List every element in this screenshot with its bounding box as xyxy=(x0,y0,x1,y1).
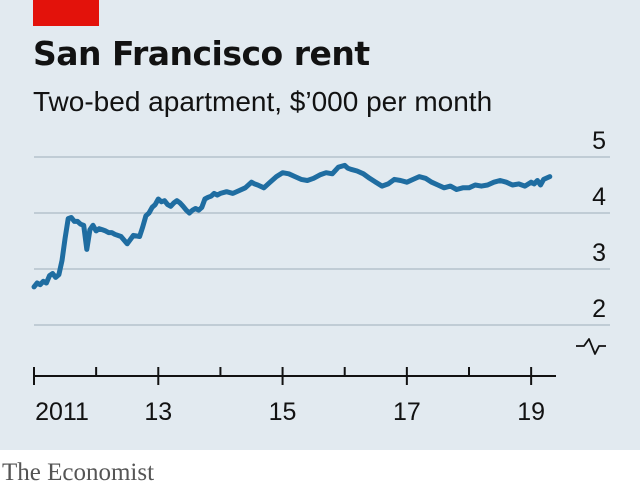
chart-subtitle: Two-bed apartment, $’000 per month xyxy=(33,86,493,117)
y-tick-label: 2 xyxy=(592,295,606,323)
brand-red-tag xyxy=(33,0,99,26)
series-layer xyxy=(31,162,553,290)
series-line-rent xyxy=(31,162,553,290)
gridlines xyxy=(34,156,610,326)
x-tick-label: 19 xyxy=(517,398,545,426)
x-axis: 2011 13 15 17 19 xyxy=(33,367,556,426)
x-tick-label: 13 xyxy=(144,398,172,426)
chart-title: San Francisco rent xyxy=(33,34,370,73)
y-tick-label: 5 xyxy=(592,127,606,155)
x-tick-label: 15 xyxy=(269,398,297,426)
x-tick-label: 17 xyxy=(393,398,421,426)
source-credit: The Economist xyxy=(2,459,155,486)
axis-break-icon xyxy=(576,338,606,355)
y-tick-label: 4 xyxy=(592,183,606,211)
y-axis-ticks: 2 3 4 5 xyxy=(592,127,606,323)
line-chart: 2 3 4 5 2011 13 15 17 19 xyxy=(31,127,610,426)
y-tick-label: 3 xyxy=(592,239,606,267)
x-tick-label: 2011 xyxy=(35,398,89,426)
